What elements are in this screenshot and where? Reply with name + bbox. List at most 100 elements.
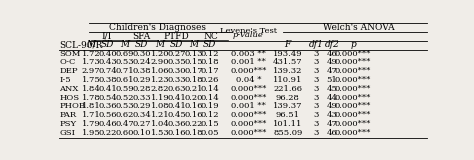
Text: 3: 3 [314,67,319,75]
Text: 0.41: 0.41 [167,94,186,102]
Text: 0.16: 0.16 [167,129,186,137]
Text: 49: 49 [327,103,337,111]
Text: 45: 45 [327,85,337,93]
Text: 2.97: 2.97 [82,67,100,75]
Text: 0.16: 0.16 [184,111,203,119]
Text: 0.56: 0.56 [99,111,117,119]
Text: 0.71: 0.71 [115,67,134,75]
Text: 0.000***: 0.000*** [335,120,371,128]
Text: NC: NC [204,32,219,41]
Text: 0.14: 0.14 [201,94,219,102]
Text: SD: SD [135,40,148,49]
Text: M: M [155,40,164,49]
Text: 0.000***: 0.000*** [230,111,266,119]
Text: 0.54: 0.54 [99,94,117,102]
Text: 1.79: 1.79 [82,120,100,128]
Text: SD: SD [101,40,114,49]
Text: 0.000***: 0.000*** [230,94,266,102]
Text: 0.69: 0.69 [115,50,134,58]
Text: 0.27: 0.27 [167,50,186,58]
Text: SD: SD [170,40,183,49]
Text: SD: SD [203,40,217,49]
Text: 1.71: 1.71 [82,111,100,119]
Text: 0.17: 0.17 [201,67,219,75]
Text: Levene's Test: Levene's Test [220,27,277,35]
Text: 0.12: 0.12 [201,50,219,58]
Text: 0.24: 0.24 [132,59,151,67]
Text: M: M [189,40,198,49]
Text: 1.04: 1.04 [151,120,169,128]
Text: 0.20: 0.20 [184,94,203,102]
Text: DEP: DEP [59,67,78,75]
Text: 0.34: 0.34 [132,111,151,119]
Text: 3: 3 [314,94,319,102]
Text: 47: 47 [327,67,337,75]
Text: 0.36: 0.36 [167,120,186,128]
Text: 3: 3 [314,76,319,84]
Text: 0.61: 0.61 [115,76,134,84]
Text: 0.000***: 0.000*** [335,67,371,75]
Text: 1.53: 1.53 [151,129,169,137]
Text: 2.90: 2.90 [151,59,169,67]
Text: F: F [284,40,291,49]
Text: 49: 49 [327,59,337,67]
Text: 0.22: 0.22 [184,120,203,128]
Text: 47: 47 [327,120,337,128]
Text: 0.000***: 0.000*** [335,103,371,111]
Text: 0.60: 0.60 [116,129,134,137]
Text: df1: df1 [309,40,324,49]
Text: 3: 3 [314,120,319,128]
Text: 110.91: 110.91 [273,76,302,84]
Text: 0.05: 0.05 [201,129,219,137]
Text: 0.52: 0.52 [115,94,134,102]
Text: 0.000***: 0.000*** [335,76,371,84]
Text: 1.72: 1.72 [82,50,100,58]
Text: 0.38: 0.38 [132,67,151,75]
Text: 0.30: 0.30 [132,50,151,58]
Text: 3: 3 [314,85,319,93]
Text: 855.09: 855.09 [273,129,302,137]
Text: 0.27: 0.27 [132,120,151,128]
Text: 139.37: 139.37 [273,103,302,111]
Text: 221.66: 221.66 [273,85,302,93]
Text: 3: 3 [314,111,319,119]
Text: M: M [120,40,129,49]
Text: 1.20: 1.20 [151,50,169,58]
Text: PSY: PSY [59,120,76,128]
Text: 1.21: 1.21 [151,111,169,119]
Text: 0.18: 0.18 [201,59,219,67]
Text: 1.73: 1.73 [82,59,100,67]
Text: 1.19: 1.19 [151,94,169,102]
Text: 46: 46 [327,129,337,137]
Text: 3: 3 [314,129,319,137]
Text: 44: 44 [326,94,337,102]
Text: ANX: ANX [59,85,79,93]
Text: 431.57: 431.57 [273,59,302,67]
Text: 0.41: 0.41 [167,103,186,111]
Text: I-5: I-5 [59,76,71,84]
Text: 0.35: 0.35 [167,59,186,67]
Text: 0.000***: 0.000*** [230,129,266,137]
Text: 0.17: 0.17 [184,67,203,75]
Text: 0.18: 0.18 [184,76,203,84]
Text: 0.000***: 0.000*** [335,85,371,93]
Text: 0.13: 0.13 [184,50,203,58]
Text: 0.33: 0.33 [167,76,186,84]
Text: 1.81: 1.81 [82,103,100,111]
Text: 0.18: 0.18 [184,129,203,137]
Text: 0.46: 0.46 [99,120,117,128]
Text: 139.32: 139.32 [273,67,302,75]
Text: M: M [87,40,96,49]
Text: 0.000***: 0.000*** [335,129,371,137]
Text: 0.000***: 0.000*** [335,111,371,119]
Text: GSI: GSI [59,129,75,137]
Text: p-Value: p-Value [233,31,264,39]
Text: 0.15: 0.15 [201,120,219,128]
Text: 1.23: 1.23 [151,76,169,84]
Text: 96.28: 96.28 [276,94,300,102]
Text: 0.19: 0.19 [201,103,219,111]
Text: 0.47: 0.47 [115,120,134,128]
Text: 1.08: 1.08 [151,103,169,111]
Text: 0.63: 0.63 [167,85,186,93]
Text: 0.14: 0.14 [201,85,219,93]
